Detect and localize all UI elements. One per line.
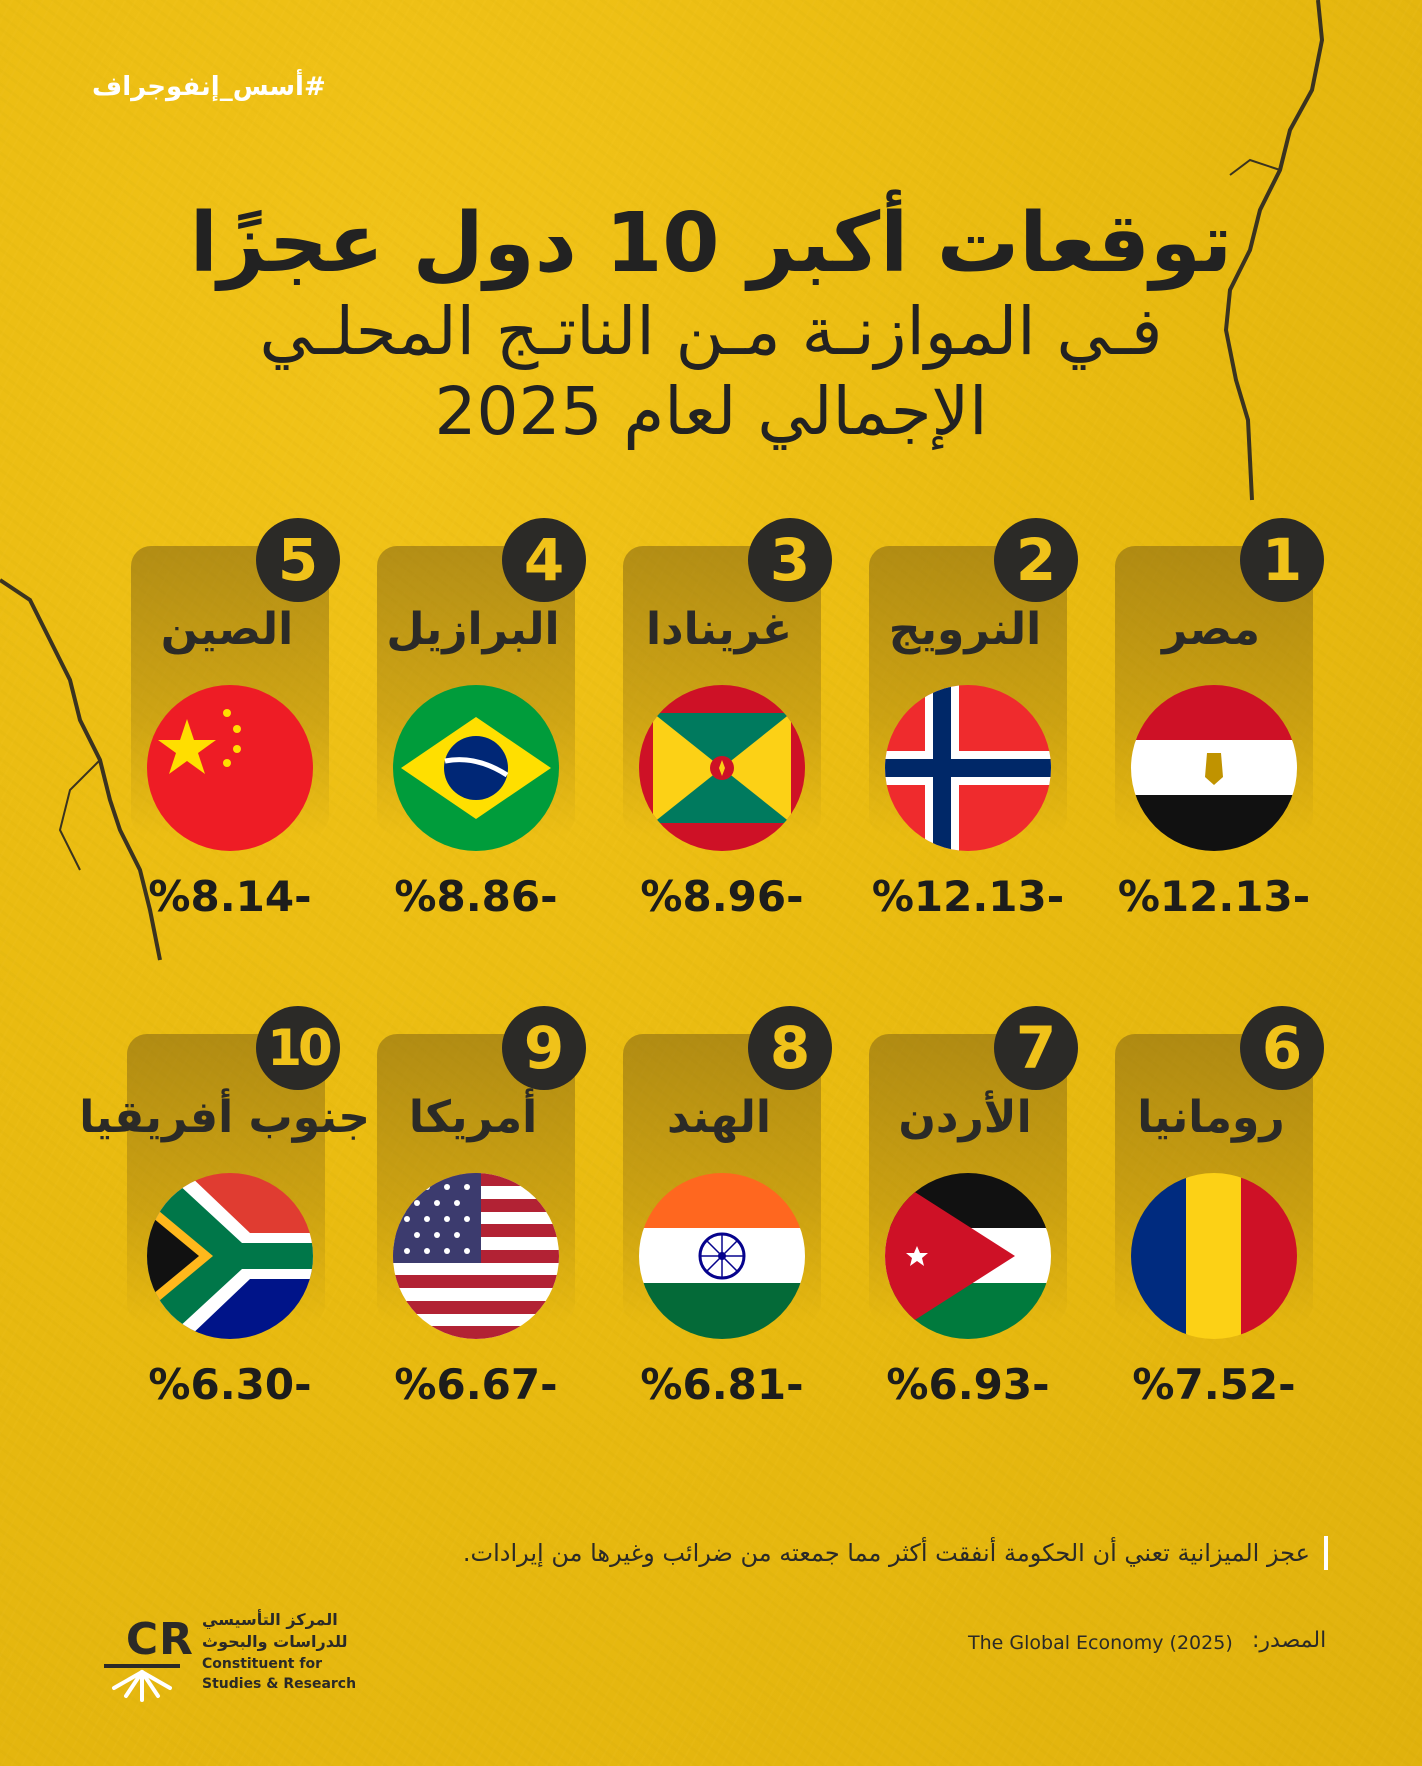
country-name-6: رومانيا xyxy=(1137,1092,1285,1143)
csr-logo-icon: C R S xyxy=(104,1614,192,1702)
deficit-value-3: %8.96- xyxy=(640,872,804,921)
rank-badge-8: 8 xyxy=(748,1006,832,1090)
rank-badge-4: 4 xyxy=(502,518,586,602)
country-name-3: غرينادا xyxy=(645,604,793,655)
title-line-3: الإجمالي لعام 2025 xyxy=(434,373,988,450)
norway-flag-icon xyxy=(885,685,1051,851)
logo-arabic-line-2: للدراسات والبحوث xyxy=(202,1632,348,1651)
rank-badge-5: 5 xyxy=(256,518,340,602)
source-value: The Global Economy (2025) xyxy=(968,1632,1233,1654)
romania-flag-icon xyxy=(1131,1173,1297,1339)
deficit-value-4: %8.86- xyxy=(394,872,558,921)
egypt-flag-icon xyxy=(1131,685,1297,851)
rank-badge-9: 9 xyxy=(502,1006,586,1090)
brazil-flag-icon xyxy=(393,685,559,851)
rank-badge-10: 10 xyxy=(256,1006,340,1090)
rank-badge-2: 2 xyxy=(994,518,1078,602)
title-line-2: فـي الموازنـة مـن الناتـج المحلـي xyxy=(259,293,1163,370)
grenada-flag-icon xyxy=(639,685,805,851)
country-name-7: الأردن xyxy=(898,1092,1032,1143)
deficit-value-8: %6.81- xyxy=(640,1360,804,1409)
deficit-value-10: %6.30- xyxy=(148,1360,312,1409)
usa-flag-icon xyxy=(393,1173,559,1339)
rank-badge-3: 3 xyxy=(748,518,832,602)
jordan-flag-icon xyxy=(885,1173,1051,1339)
deficit-value-6: %7.52- xyxy=(1132,1360,1296,1409)
rank-badge-7: 7 xyxy=(994,1006,1078,1090)
source-label: المصدر: xyxy=(1252,1628,1327,1653)
title-line-1: توقعات أكبر 10 دول عجزًا xyxy=(189,196,1233,291)
rank-badge-6: 6 xyxy=(1240,1006,1324,1090)
deficit-value-2: %12.13- xyxy=(871,872,1065,921)
country-name-5: الصين xyxy=(160,604,294,655)
definition-note: عجز الميزانية تعني أن الحكومة أنفقت أكثر… xyxy=(420,1536,1328,1570)
page-title: توقعات أكبر 10 دول عجزًا فـي الموازنـة م… xyxy=(0,196,1422,452)
country-name-8: الهند xyxy=(666,1092,772,1143)
logo-english-line-1: Constituent for xyxy=(202,1656,322,1672)
hashtag: #أسس_إنفوجراف xyxy=(92,72,326,102)
logo-english-line-2: Studies & Research xyxy=(202,1676,357,1692)
deficit-value-5: %8.14- xyxy=(148,872,312,921)
logo-arabic-line-1: المركز التأسيسي xyxy=(202,1610,338,1629)
svg-text:R: R xyxy=(159,1614,192,1665)
china-flag-icon xyxy=(147,685,313,851)
deficit-value-7: %6.93- xyxy=(886,1360,1050,1409)
deficit-value-9: %6.67- xyxy=(394,1360,558,1409)
country-name-4: البرازيل xyxy=(386,604,560,655)
country-name-1: مصر xyxy=(1162,604,1260,655)
deficit-value-1: %12.13- xyxy=(1117,872,1311,921)
south-africa-flag-icon xyxy=(147,1173,313,1339)
india-flag-icon xyxy=(639,1173,805,1339)
csr-logo: C R S المركز التأسيسي للدراسات والبحوث C… xyxy=(92,1610,392,1720)
country-name-10: جنوب أفريقيا xyxy=(79,1092,370,1143)
country-name-2: النرويج xyxy=(888,604,1042,655)
svg-text:C: C xyxy=(126,1614,158,1665)
rank-badge-1: 1 xyxy=(1240,518,1324,602)
country-name-9: أمريكا xyxy=(408,1092,538,1143)
